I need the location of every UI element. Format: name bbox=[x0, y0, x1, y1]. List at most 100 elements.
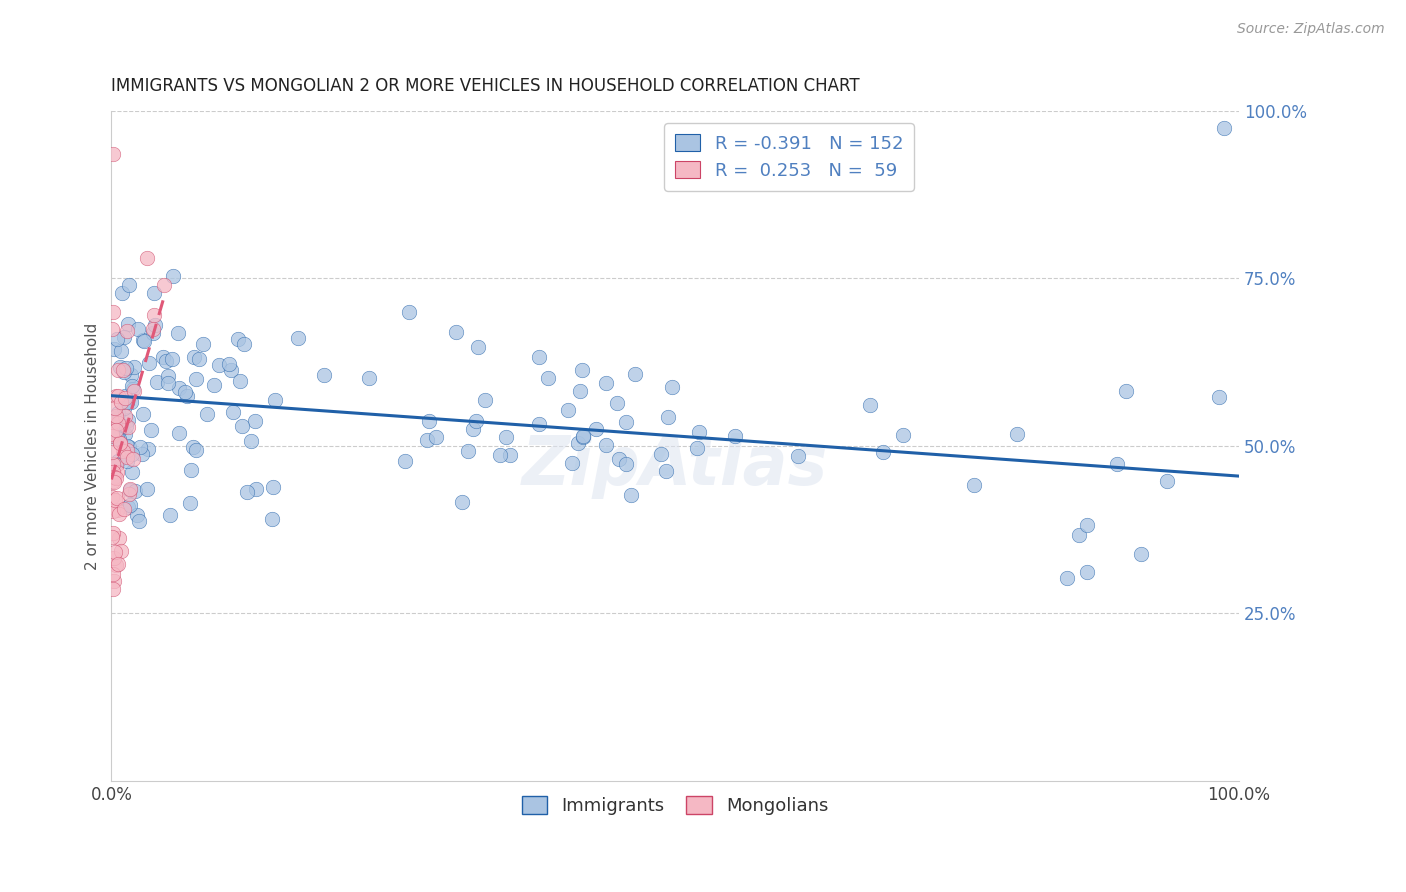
Point bbox=[115, 454, 138, 468]
Point bbox=[120, 483, 142, 497]
Point bbox=[112, 330, 135, 344]
Point bbox=[179, 496, 201, 510]
Point bbox=[188, 351, 211, 366]
Point bbox=[1067, 528, 1090, 542]
Point bbox=[1076, 565, 1098, 579]
Point bbox=[572, 430, 595, 444]
Point bbox=[239, 434, 262, 449]
Legend: Immigrants, Mongolians: Immigrants, Mongolians bbox=[515, 789, 835, 822]
Point bbox=[114, 426, 136, 441]
Point bbox=[195, 407, 218, 421]
Point bbox=[101, 426, 124, 441]
Point bbox=[115, 442, 138, 457]
Point bbox=[117, 413, 139, 427]
Point bbox=[117, 317, 139, 331]
Point bbox=[495, 430, 517, 444]
Point bbox=[1156, 474, 1178, 488]
Point bbox=[208, 358, 231, 372]
Point bbox=[467, 340, 489, 354]
Point bbox=[103, 342, 125, 356]
Point bbox=[103, 567, 125, 582]
Point bbox=[101, 530, 124, 544]
Point bbox=[110, 544, 132, 558]
Point bbox=[595, 438, 617, 452]
Y-axis label: 2 or more Vehicles in Household: 2 or more Vehicles in Household bbox=[86, 322, 100, 570]
Point bbox=[122, 360, 145, 375]
Point bbox=[218, 357, 240, 371]
Point bbox=[101, 475, 124, 489]
Point bbox=[191, 337, 214, 351]
Point bbox=[236, 485, 259, 500]
Point bbox=[232, 337, 254, 351]
Point bbox=[131, 447, 153, 461]
Point bbox=[499, 449, 522, 463]
Point bbox=[121, 447, 143, 461]
Point bbox=[101, 457, 124, 471]
Point bbox=[891, 428, 914, 442]
Point bbox=[623, 368, 645, 382]
Point bbox=[616, 457, 638, 471]
Point bbox=[107, 432, 129, 446]
Point bbox=[127, 322, 149, 336]
Point bbox=[103, 475, 125, 490]
Point bbox=[657, 410, 679, 425]
Point bbox=[142, 326, 165, 340]
Point bbox=[105, 466, 128, 480]
Point bbox=[787, 449, 810, 463]
Point bbox=[101, 469, 124, 483]
Point bbox=[104, 423, 127, 437]
Point bbox=[872, 445, 894, 459]
Point bbox=[107, 389, 129, 403]
Point bbox=[108, 436, 131, 450]
Point bbox=[108, 436, 131, 450]
Point bbox=[105, 558, 128, 572]
Point bbox=[117, 419, 139, 434]
Point bbox=[184, 372, 207, 386]
Point bbox=[104, 492, 127, 507]
Point bbox=[132, 333, 155, 347]
Point bbox=[104, 457, 127, 471]
Point bbox=[1105, 457, 1128, 471]
Point bbox=[186, 443, 208, 458]
Point bbox=[117, 500, 139, 515]
Point bbox=[155, 354, 177, 368]
Point bbox=[105, 502, 128, 516]
Point bbox=[120, 394, 142, 409]
Point bbox=[650, 447, 672, 461]
Point bbox=[114, 418, 136, 433]
Point bbox=[859, 398, 882, 412]
Point bbox=[243, 415, 266, 429]
Point bbox=[121, 378, 143, 392]
Point bbox=[114, 391, 136, 405]
Point bbox=[963, 478, 986, 492]
Point bbox=[142, 308, 165, 322]
Point bbox=[107, 363, 129, 377]
Point bbox=[122, 452, 145, 467]
Point bbox=[110, 359, 132, 374]
Point bbox=[183, 351, 205, 365]
Point bbox=[661, 379, 683, 393]
Point bbox=[181, 440, 204, 454]
Point bbox=[202, 377, 225, 392]
Point bbox=[226, 333, 249, 347]
Point bbox=[180, 463, 202, 477]
Point bbox=[118, 277, 141, 292]
Point bbox=[1130, 547, 1153, 561]
Point bbox=[568, 384, 591, 399]
Point bbox=[287, 331, 309, 345]
Point bbox=[101, 582, 124, 596]
Point bbox=[620, 488, 643, 502]
Point bbox=[107, 454, 129, 468]
Point bbox=[724, 429, 747, 443]
Point bbox=[101, 466, 124, 480]
Point bbox=[614, 415, 637, 429]
Point bbox=[142, 322, 165, 336]
Point bbox=[474, 392, 496, 407]
Point bbox=[688, 425, 710, 439]
Point bbox=[655, 464, 678, 478]
Point bbox=[263, 393, 285, 408]
Point bbox=[557, 402, 579, 417]
Point bbox=[1208, 390, 1230, 404]
Point bbox=[1213, 120, 1236, 135]
Point bbox=[128, 440, 150, 454]
